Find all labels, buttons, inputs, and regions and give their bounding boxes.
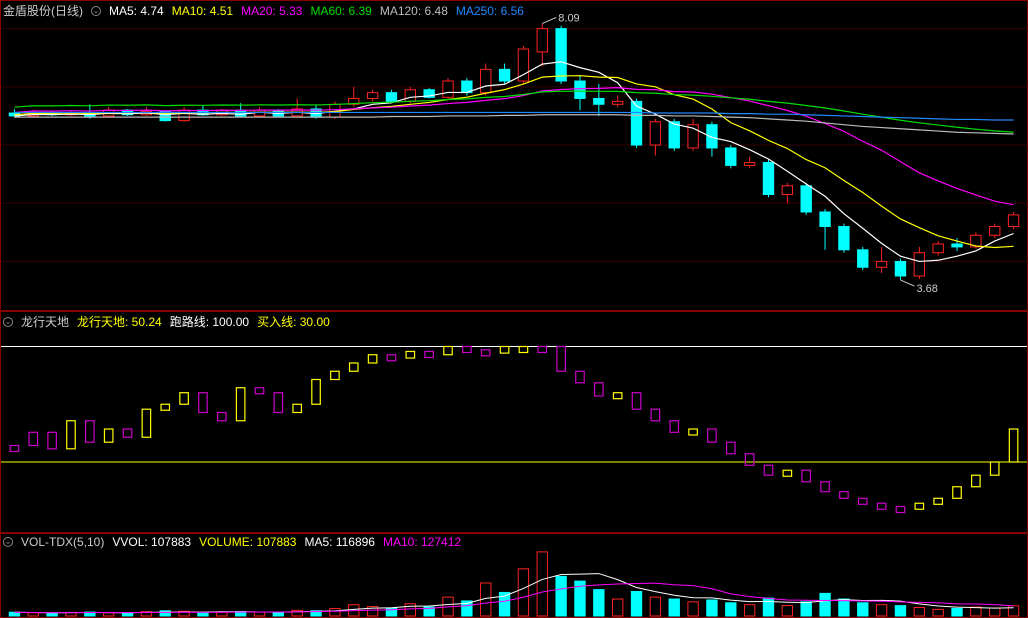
svg-text:3.68: 3.68: [916, 283, 937, 295]
legend-item: MA60: 6.39: [310, 4, 371, 18]
legend-item: 跑路线: 100.00: [170, 313, 249, 330]
volume-title: VOL-TDX(5,10): [21, 535, 104, 549]
legend-item: VVOL: 107883: [112, 535, 191, 549]
svg-text:8.09: 8.09: [558, 12, 579, 24]
legend-item: MA120: 6.48: [380, 4, 448, 18]
legend-item: MA5: 4.74: [109, 4, 164, 18]
collapse-icon[interactable]: ⌄: [3, 317, 13, 327]
price-chart-svg: 8.09 3.68: [1, 1, 1027, 310]
volume-legend: ⌄ VOL-TDX(5,10) VVOL: 107883 VOLUME: 107…: [3, 535, 461, 549]
collapse-icon[interactable]: ⌄: [3, 537, 13, 547]
indicator-legend: ⌄ 龙行天地 龙行天地: 50.24 跑路线: 100.00 买入线: 30.0…: [3, 313, 330, 330]
legend-item: MA20: 5.33: [241, 4, 302, 18]
legend-item: MA5: 116896: [304, 535, 375, 549]
legend-item: 龙行天地: 50.24: [77, 313, 162, 330]
legend-item: MA10: 127412: [383, 535, 461, 549]
volume-panel[interactable]: ⌄ VOL-TDX(5,10) VVOL: 107883 VOLUME: 107…: [0, 533, 1028, 618]
indicator-svg: [1, 312, 1027, 532]
price-chart-panel[interactable]: 金盾股份(日线) ⌄ MA5: 4.74 MA10: 4.51 MA20: 5.…: [0, 0, 1028, 311]
legend-item: MA250: 6.56: [456, 4, 524, 18]
indicator-title: 龙行天地: [21, 313, 69, 330]
legend-item: MA10: 4.51: [172, 4, 233, 18]
legend-item: VOLUME: 107883: [199, 535, 296, 549]
stock-title: 金盾股份(日线): [3, 2, 83, 19]
price-legend: 金盾股份(日线) ⌄ MA5: 4.74 MA10: 4.51 MA20: 5.…: [3, 2, 524, 19]
indicator-panel[interactable]: ⌄ 龙行天地 龙行天地: 50.24 跑路线: 100.00 买入线: 30.0…: [0, 311, 1028, 533]
legend-item: 买入线: 30.00: [257, 313, 330, 330]
collapse-icon[interactable]: ⌄: [91, 6, 101, 16]
